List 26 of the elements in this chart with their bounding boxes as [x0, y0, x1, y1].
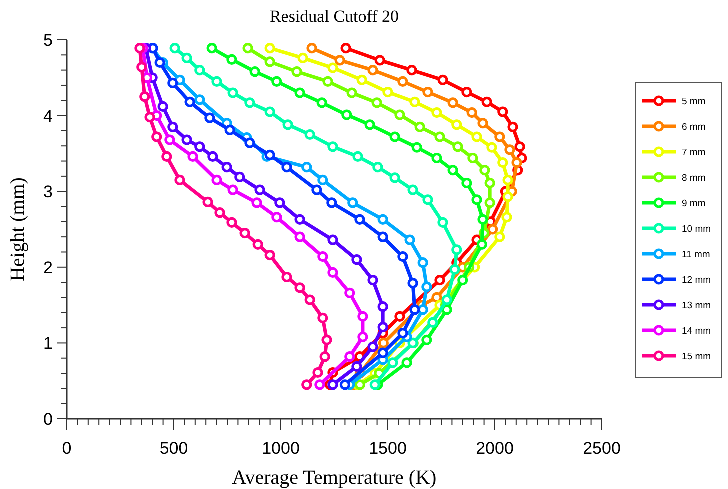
x-tick-label: 2500 [583, 439, 621, 458]
legend-label: 11 mm [682, 250, 710, 260]
legend-label: 13 mm [682, 300, 712, 312]
legend-label: 15 mm [682, 352, 712, 362]
legend-label: 5 mm [682, 96, 706, 108]
legend-label: 10 mm [682, 224, 712, 235]
legend-label: 9 mm [682, 198, 706, 210]
x-tick-label: 1500 [369, 439, 407, 458]
x-tick-label: 2000 [476, 439, 514, 458]
legend-label: 12 mm [682, 275, 712, 286]
y-tick-label: 4 [44, 106, 53, 126]
legend-label: 7 mm [682, 148, 706, 158]
legend-label: 6 mm [682, 122, 706, 133]
legend-label: 8 mm [682, 173, 706, 184]
y-tick-label: 1 [44, 334, 53, 354]
legend-label: 14 mm [682, 326, 712, 337]
y-tick-label: 2 [44, 258, 53, 278]
x-axis-title: Average Temperature (K) [232, 467, 437, 489]
x-tick-label: 1000 [262, 439, 300, 458]
y-tick-label: 3 [44, 182, 53, 202]
y-tick-label: 0 [44, 410, 53, 429]
x-tick-label: 500 [160, 439, 188, 458]
chart-title: Residual Cutoff 20 [270, 7, 400, 26]
y-tick-label: 5 [44, 31, 53, 50]
y-axis-title: Height (mm) [7, 178, 29, 282]
x-tick-label: 0 [62, 439, 72, 458]
